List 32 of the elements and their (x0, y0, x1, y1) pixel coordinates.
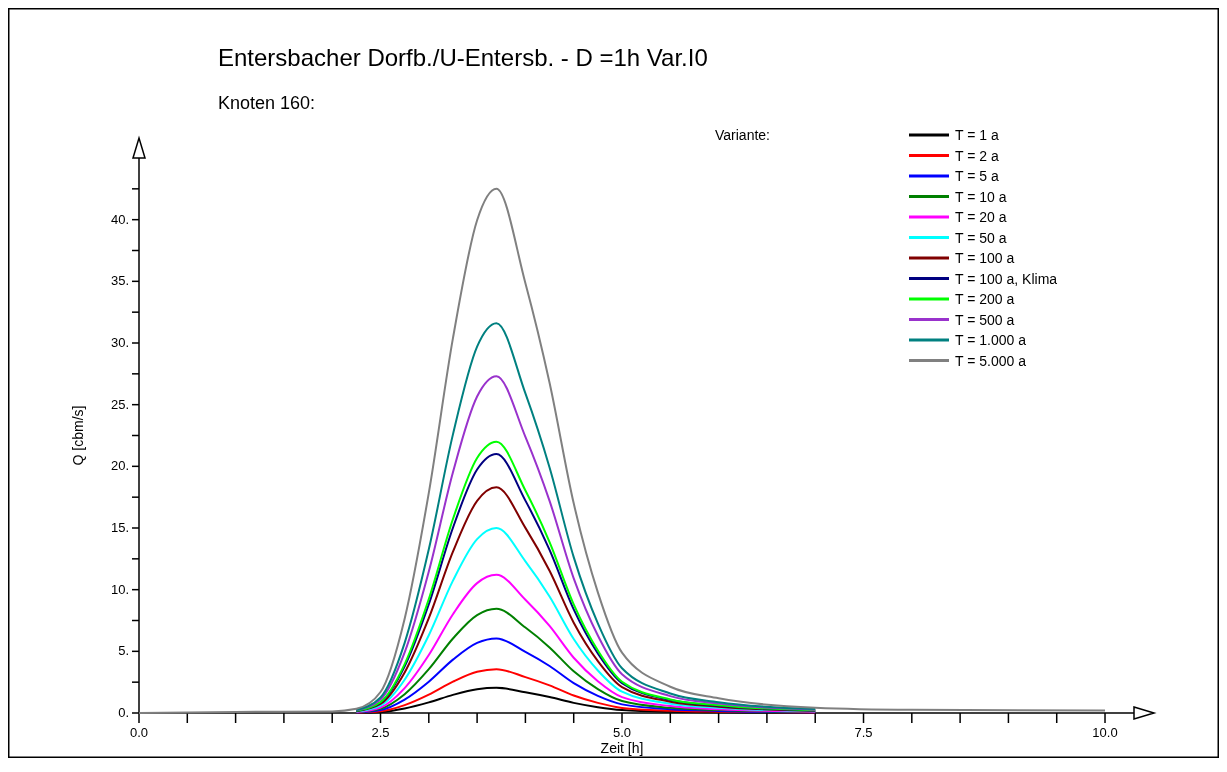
legend-label: T = 50 a (955, 229, 1007, 246)
y-tick-label: 15. (110, 520, 129, 535)
x-tick-label: 2.5 (371, 725, 390, 740)
line-series (138, 187, 1107, 714)
x-tick-label: 5.0 (612, 725, 632, 740)
y-tick-label: 30. (110, 335, 129, 350)
legend-label: T = 200 a (955, 291, 1015, 307)
y-tick-label: 5. (118, 643, 129, 659)
legend-label: T = 5.000 a (955, 352, 1027, 369)
legend-label: T = 1.000 a (955, 332, 1027, 348)
y-tick-label: 0. (118, 705, 129, 720)
y-tick-label: 35. (110, 273, 129, 289)
x-axis-title: Zeit [h] (600, 740, 644, 756)
y-tick-label: 20. (110, 458, 129, 474)
legend-label: T = 100 a (955, 250, 1015, 266)
chart-title: Entersbacher Dorfb./U-Entersb. - D =1h Var.I0 (218, 44, 708, 71)
y-tick-label: 25. (110, 396, 129, 412)
x-tick-label: 10.0 (1092, 725, 1118, 740)
y-tick-label: 10. (110, 581, 129, 597)
legend-label: T = 5 a (955, 168, 999, 184)
y-tick-label: 40. (110, 211, 129, 227)
x-tick-label: 0.0 (129, 725, 149, 740)
legend-label: T = 20 a (955, 209, 1007, 225)
legend-label: T = 2 a (955, 147, 999, 164)
y-axis-title: Q [cbm/s] (70, 405, 86, 466)
legend-label: T = 1 a (955, 127, 999, 143)
legend-title: Variante: (715, 127, 770, 143)
legend-label: T = 500 a (955, 311, 1015, 328)
legend-label: T = 100 a, Klima (955, 270, 1058, 287)
chart-subtitle: Knoten 160: (218, 93, 316, 113)
x-tick-label: 7.5 (854, 725, 873, 740)
legend-label: T = 10 a (955, 188, 1007, 205)
